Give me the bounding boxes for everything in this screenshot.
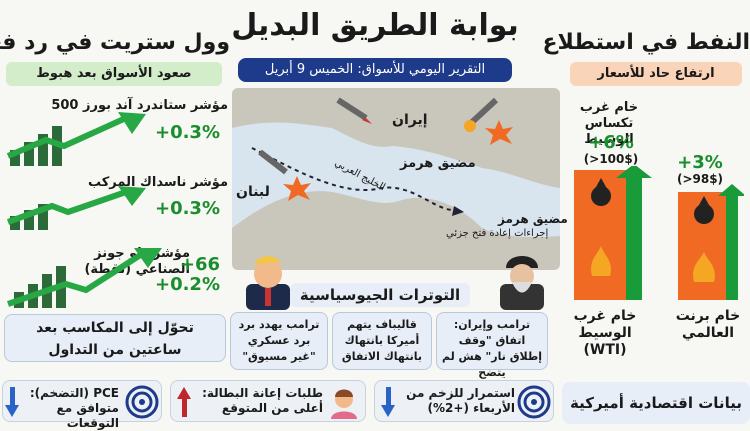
sp500-label: مؤشر ستاندرد آند بورز 500 bbox=[51, 98, 228, 113]
gains-note: تحوّل إلى المكاسب بعد ساعتين من التداول bbox=[4, 314, 226, 362]
markets-rise-banner: صعود الأسواق بعد هبوط bbox=[6, 62, 222, 86]
report-date-banner: التقرير اليومي للأسواق: الخميس 9 أبريل bbox=[238, 58, 512, 82]
geo-card-ceasefire: ترامب وإيران: اتفاق "وقف إطلاق نار" هش ل… bbox=[436, 312, 548, 379]
sp500-change: +0.3% bbox=[154, 122, 220, 143]
hormuz-label: مضيق هرمز bbox=[400, 156, 476, 171]
flame-icon bbox=[693, 252, 715, 282]
worried-person-icon bbox=[331, 389, 357, 419]
jobless-claims-card: طلبات إعانة البطالة: أعلى من المتوقع bbox=[170, 380, 366, 422]
growth-arrow-icon bbox=[6, 112, 146, 166]
pce-card: PCE (التضخم): متوافق مع التوقعات bbox=[2, 380, 162, 430]
jobless-text: طلبات إعانة البطالة: أعلى من المتوقع bbox=[202, 386, 323, 415]
us-data-footer: بيانات اقتصادية أميركية bbox=[562, 382, 750, 424]
missile-icon bbox=[336, 97, 372, 124]
geo-card-trump-threat: ترامب يهدد برد برد عسكري "غير مسبوق" bbox=[230, 312, 328, 370]
page-title: بوابة الطريق البديل bbox=[231, 8, 519, 43]
brent-price: (>98$) bbox=[676, 172, 724, 186]
up-arrow-icon bbox=[177, 387, 191, 417]
lebanon-label: لبنان bbox=[236, 184, 270, 200]
pce-text: PCE (التضخم): متوافق مع التوقعات bbox=[29, 386, 119, 430]
down-arrow-icon bbox=[381, 387, 395, 417]
target-icon bbox=[517, 385, 551, 419]
wti-bottom-label: خام غرب الوسيط (WTI) bbox=[573, 308, 637, 358]
trump-portrait-icon bbox=[246, 255, 290, 310]
growth-arrow-icon bbox=[6, 186, 146, 230]
dow-points: +66 bbox=[179, 254, 220, 275]
wall-street-heading: وول ستريت في رد فعل bbox=[0, 30, 230, 55]
oil-bars-chart bbox=[574, 166, 744, 300]
wti-up-arrow bbox=[616, 166, 652, 300]
momentum-card: استمرار للزخم من الأربعاء (+2%) bbox=[374, 380, 554, 422]
reopen-label: إجراءات إعادة فتح جزئي bbox=[446, 228, 549, 239]
nasdaq-label: مؤشر ناسداك المركب bbox=[87, 175, 228, 190]
wti-price: (>100$) bbox=[583, 152, 639, 166]
nasdaq-change: +0.3% bbox=[154, 198, 220, 219]
target-icon bbox=[125, 385, 159, 419]
missile-icon bbox=[258, 149, 288, 175]
brent-up-arrow bbox=[718, 184, 744, 300]
oil-rise-banner: ارتفاع حاد للأسعار bbox=[570, 62, 742, 86]
hormuz-label-2: مضيق هرمز bbox=[498, 212, 568, 226]
explosion-icon bbox=[485, 120, 513, 145]
momentum-text: استمرار للزخم من الأربعاء (+2%) bbox=[406, 386, 515, 415]
oil-heading: النفط في استطلاع bbox=[542, 30, 750, 55]
wti-change: +6% bbox=[588, 132, 634, 153]
geo-card-qalibaf: قاليباف يتهم أميركا بانتهاك بانتهاك الات… bbox=[332, 312, 432, 370]
down-arrow-icon bbox=[5, 387, 19, 417]
brent-bottom-label: خام برنت العالمي bbox=[675, 308, 741, 341]
khamenei-portrait-icon bbox=[500, 256, 544, 310]
geo-heading: التوترات الجيوسياسية bbox=[290, 283, 470, 307]
explosion-icon bbox=[283, 176, 311, 201]
flame-icon bbox=[591, 246, 611, 276]
wti-top-label: خام غرب تكساس الوسيط bbox=[579, 100, 639, 147]
growth-arrow-icon bbox=[7, 248, 162, 308]
missile-icon bbox=[464, 97, 499, 132]
iran-label: إيران bbox=[392, 112, 428, 128]
dow-change: +0.2% bbox=[154, 274, 220, 295]
brent-change: +3% bbox=[677, 152, 723, 173]
